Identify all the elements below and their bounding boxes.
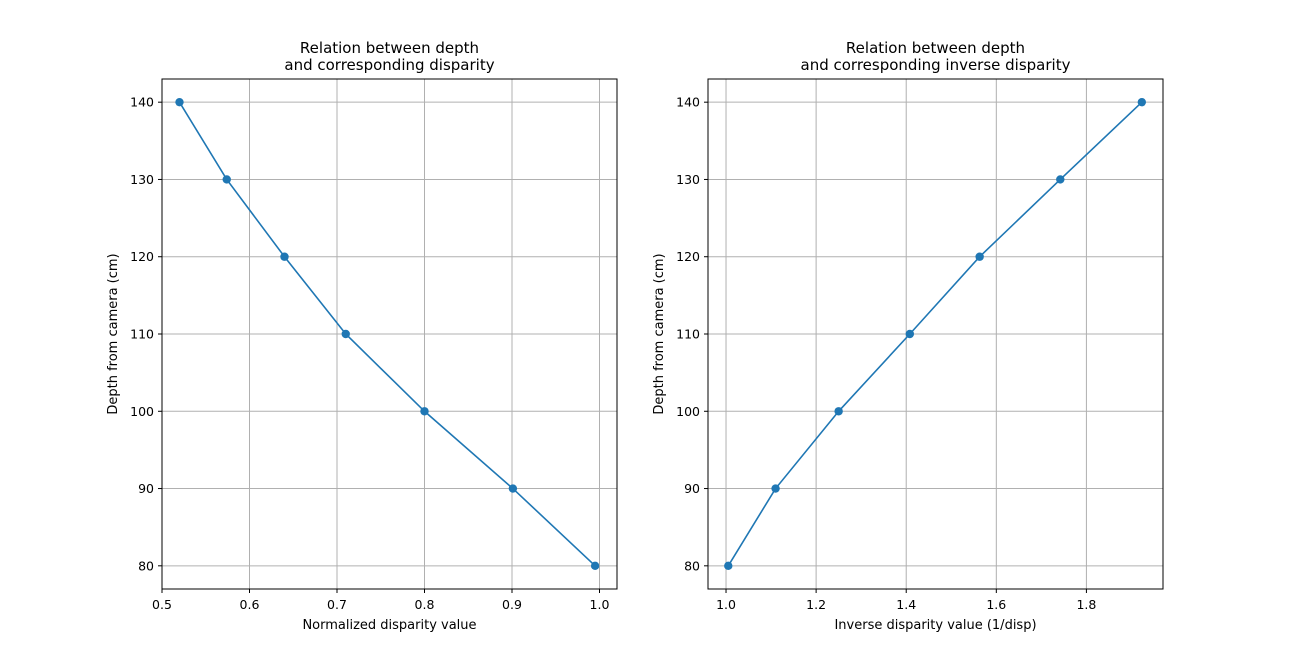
chart-title: Relation between depth	[846, 39, 1025, 57]
chart-panel-2: 1.0 1.2 1.4 1.6 1.8 80 90 100 110 120 130 140 Relati…	[652, 39, 1164, 633]
axes-frame	[161, 78, 618, 590]
x-tick-label: 1.2	[806, 597, 826, 612]
y-tick-label: 120	[130, 249, 154, 264]
data-point	[1137, 97, 1147, 107]
data-point	[222, 175, 231, 184]
x-tick-label: 0.6	[240, 597, 260, 612]
data-point	[280, 252, 289, 261]
y-tick-label: 120	[676, 249, 700, 264]
y-tick-label: 80	[138, 558, 154, 573]
chart-title: Relation between depth	[300, 39, 479, 57]
data-point	[341, 329, 350, 339]
axes-frame	[707, 78, 1164, 590]
data-point	[1056, 175, 1065, 184]
data-point	[834, 407, 843, 416]
x-tick-label: 1.8	[1076, 597, 1096, 612]
y-axis-label: Depth from camera (cm)	[652, 253, 667, 414]
gridlines	[708, 79, 1163, 589]
y-tick-label: 100	[130, 404, 154, 419]
gridlines	[161, 79, 617, 589]
data-point	[420, 407, 429, 416]
x-tick-label: 1.6	[986, 597, 1006, 612]
x-tick-label: 0.8	[415, 597, 435, 612]
y-tick-label: 140	[130, 95, 154, 110]
y-tick-label: 100	[676, 404, 700, 419]
data-point	[724, 561, 733, 571]
y-tick-label: 90	[138, 481, 154, 496]
y-axis-label: Depth from camera (cm)	[106, 253, 121, 414]
data-point	[905, 329, 915, 339]
data-point	[508, 484, 518, 493]
x-tick-label: 1.0	[590, 597, 610, 612]
chart-title: and corresponding disparity	[284, 56, 494, 74]
chart-title: and corresponding inverse disparity	[801, 56, 1071, 74]
data-point	[975, 252, 984, 261]
data-point	[590, 561, 600, 571]
x-tick-label: 0.7	[327, 597, 347, 612]
chart-panel-1: 0.5 0.6 0.7 0.8 0.9 1.0 80 90 100 110 120 130 140 Rel…	[106, 39, 618, 633]
y-tick-label: 110	[130, 327, 154, 342]
x-tick-label: 1.4	[896, 597, 916, 612]
y-tick-label: 140	[676, 95, 700, 110]
data-point	[771, 484, 780, 493]
y-tick-label: 80	[684, 558, 700, 573]
y-tick-label: 90	[684, 481, 700, 496]
x-axis-label: Normalized disparity value	[302, 618, 476, 633]
x-tick-label: 0.5	[152, 597, 172, 612]
y-tick-label: 130	[676, 172, 700, 187]
x-tick-label: 1.0	[716, 597, 736, 612]
data-point	[175, 97, 184, 107]
y-tick-label: 110	[676, 327, 700, 342]
x-axis-label: Inverse disparity value (1/disp)	[834, 618, 1036, 633]
y-tick-label: 130	[130, 172, 154, 187]
x-tick-label: 0.9	[502, 597, 522, 612]
